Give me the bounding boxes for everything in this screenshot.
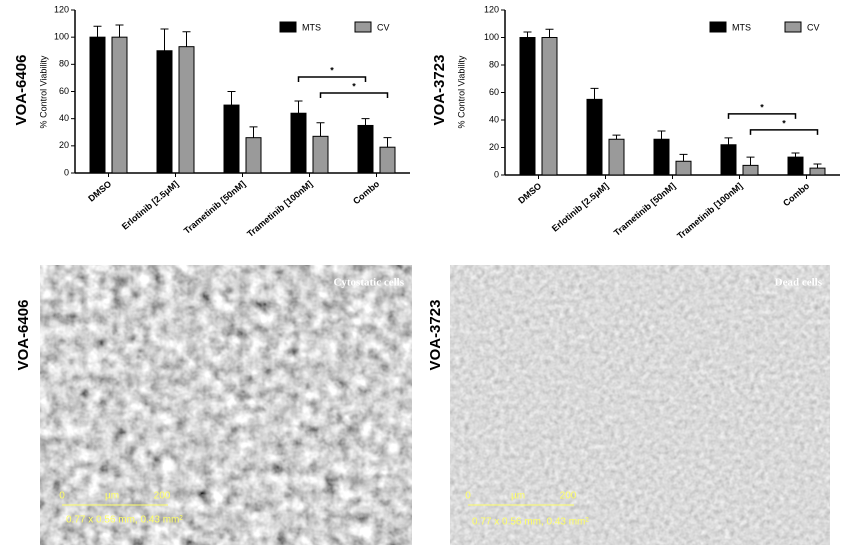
legend-label: MTS bbox=[732, 22, 751, 32]
error-bar bbox=[249, 126, 258, 138]
scale-end: 200 bbox=[154, 491, 171, 502]
x-tick-label: Trametinib [50nM] bbox=[182, 179, 247, 236]
bar bbox=[586, 98, 603, 176]
error-bar bbox=[679, 153, 688, 162]
scale-end: 200 bbox=[560, 491, 577, 502]
image-caption: Cytostatic cells bbox=[333, 277, 404, 289]
legend-label: MTS bbox=[302, 22, 321, 32]
image-caption: Dead cells bbox=[775, 277, 823, 289]
significance-bracket bbox=[749, 129, 819, 135]
bar bbox=[245, 137, 262, 174]
error-bar bbox=[227, 91, 236, 106]
y-tick-label: 20 bbox=[489, 142, 499, 152]
bar bbox=[89, 36, 106, 174]
bar bbox=[111, 36, 128, 174]
y-axis-label: % Control Viability bbox=[38, 55, 48, 128]
error-bar bbox=[612, 134, 621, 140]
error-bar bbox=[316, 122, 325, 137]
scale-field: 0.77 x 0.56 mm, 0.43 mm² bbox=[66, 515, 183, 526]
micrograph bbox=[449, 264, 831, 546]
error-bar bbox=[115, 24, 124, 38]
x-tick-label: Trametinib [50nM] bbox=[612, 181, 677, 238]
error-bar bbox=[724, 137, 733, 145]
chart-title: VOA-3723 bbox=[431, 55, 448, 126]
significance-label: * bbox=[782, 118, 786, 128]
scale-start: 0 bbox=[465, 491, 471, 502]
legend-label: CV bbox=[807, 22, 820, 32]
legend-swatch bbox=[784, 21, 802, 33]
significance-bracket bbox=[727, 113, 797, 119]
bar bbox=[653, 138, 670, 176]
significance-bracket bbox=[297, 76, 367, 83]
scale-unit: µm bbox=[105, 491, 119, 502]
bar bbox=[223, 104, 240, 174]
y-tick-label: 120 bbox=[484, 4, 499, 14]
y-tick-label: 40 bbox=[489, 114, 499, 124]
significance-label: * bbox=[330, 65, 334, 75]
bar bbox=[519, 37, 536, 176]
scale-start: 0 bbox=[59, 491, 65, 502]
x-tick-label: Erlotinib [2.5μM] bbox=[550, 181, 610, 234]
image-label: VOA-3723 bbox=[427, 300, 444, 371]
image-label: VOA-6406 bbox=[15, 300, 32, 371]
significance-label: * bbox=[352, 81, 356, 91]
y-tick-label: 120 bbox=[54, 4, 69, 14]
x-tick-label: DMSO bbox=[516, 181, 543, 206]
bar bbox=[178, 46, 195, 174]
bar bbox=[156, 50, 173, 174]
significance-bracket bbox=[319, 92, 389, 99]
error-bar bbox=[93, 25, 102, 38]
x-tick-label: Combo bbox=[351, 178, 382, 206]
x-tick-label: Trametinib [100nM] bbox=[245, 179, 314, 239]
bar bbox=[787, 156, 804, 176]
y-tick-label: 40 bbox=[59, 113, 69, 123]
error-bar bbox=[523, 31, 532, 38]
legend-swatch bbox=[709, 21, 727, 33]
bar bbox=[357, 124, 374, 174]
bar bbox=[379, 146, 396, 174]
y-axis-label: % Control Viability bbox=[456, 55, 466, 128]
y-tick-label: 0 bbox=[494, 169, 499, 179]
bar bbox=[608, 138, 625, 176]
scale-field: 0.77 x 0.56 mm, 0.43 mm² bbox=[472, 517, 589, 528]
error-bar bbox=[746, 156, 755, 166]
bar bbox=[809, 167, 826, 176]
micrograph bbox=[39, 264, 413, 546]
bar bbox=[742, 164, 759, 176]
error-bar bbox=[545, 28, 554, 38]
error-bar bbox=[182, 31, 191, 47]
x-tick-label: DMSO bbox=[86, 179, 113, 204]
legend-swatch bbox=[354, 21, 372, 33]
y-tick-label: 100 bbox=[484, 32, 499, 42]
bar bbox=[290, 112, 307, 174]
legend-swatch bbox=[279, 21, 297, 33]
chart-title: VOA-6406 bbox=[13, 55, 30, 126]
error-bar bbox=[361, 118, 370, 126]
y-tick-label: 0 bbox=[64, 167, 69, 177]
x-tick-label: Trametinib [100nM] bbox=[675, 181, 744, 241]
error-bar bbox=[657, 130, 666, 140]
bar bbox=[675, 160, 692, 176]
error-bar bbox=[383, 137, 392, 148]
x-tick-label: Combo bbox=[781, 180, 812, 208]
bar bbox=[312, 135, 329, 174]
y-tick-label: 80 bbox=[489, 59, 499, 69]
bar bbox=[541, 37, 558, 176]
error-bar bbox=[590, 87, 599, 100]
significance-label: * bbox=[760, 102, 764, 112]
scale-unit: µm bbox=[511, 491, 525, 502]
y-tick-label: 100 bbox=[54, 32, 69, 42]
error-bar bbox=[294, 100, 303, 114]
x-tick-label: Erlotinib [2.5μM] bbox=[120, 179, 180, 232]
y-tick-label: 60 bbox=[59, 86, 69, 96]
legend-label: CV bbox=[377, 22, 390, 32]
bar bbox=[720, 144, 737, 176]
error-bar bbox=[791, 152, 800, 158]
y-tick-label: 60 bbox=[489, 87, 499, 97]
error-bar bbox=[160, 28, 169, 51]
y-tick-label: 20 bbox=[59, 140, 69, 150]
y-tick-label: 80 bbox=[59, 59, 69, 69]
error-bar bbox=[813, 163, 822, 169]
